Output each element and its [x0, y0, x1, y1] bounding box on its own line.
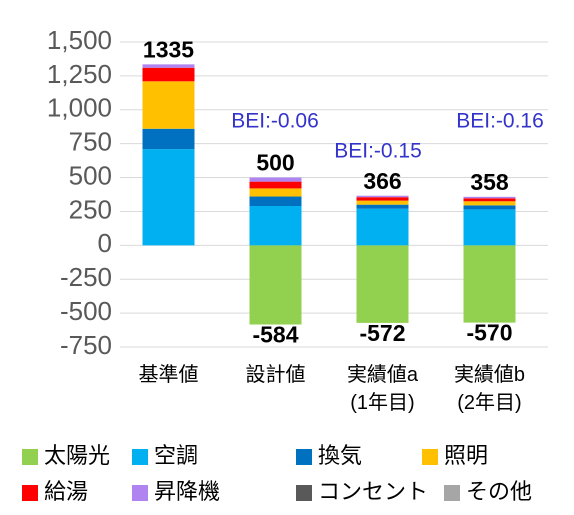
total-label: 1335	[143, 36, 194, 62]
bar-segment	[356, 197, 409, 201]
total-label: 358	[470, 169, 509, 195]
legend-swatch	[296, 485, 312, 501]
bar-segment	[142, 149, 195, 246]
bar-segment	[142, 64, 195, 68]
legend-label: 昇降機	[154, 479, 220, 504]
bar-segment	[249, 206, 302, 246]
legend-label: 照明	[444, 443, 488, 468]
legend-swatch	[444, 485, 460, 501]
legend-swatch	[22, 449, 38, 465]
legend-swatch	[132, 449, 148, 465]
bar-segment	[142, 128, 195, 150]
bar-segment	[249, 188, 302, 197]
total-label: 500	[256, 150, 294, 176]
legend-label: コンセント	[318, 479, 428, 504]
x-tick-label: 基準値	[139, 363, 199, 386]
y-tick-label: -500	[60, 296, 112, 326]
bar-segment	[463, 196, 516, 199]
x-tick-label: 設計値	[246, 363, 306, 386]
y-tick-label: -750	[60, 330, 112, 360]
bar-segment	[356, 208, 409, 246]
legend-swatch	[22, 485, 38, 501]
bar-segment	[249, 181, 302, 189]
bar-segment	[463, 245, 516, 323]
x-tick-label: 実績値b (2年目)	[454, 363, 525, 414]
bar-segment	[356, 195, 409, 198]
legend-label: その他	[466, 479, 532, 504]
y-tick-label: 500	[69, 160, 112, 190]
y-tick-label: -250	[60, 262, 112, 292]
y-tick-label: 0	[98, 228, 112, 258]
legend-swatch	[132, 485, 148, 501]
y-tick-label: 750	[69, 127, 112, 157]
y-tick-label: 1,500	[47, 25, 112, 55]
annotation: BEI:-0.16	[456, 110, 544, 133]
legend-label: 換気	[318, 443, 362, 468]
bar-segment	[142, 67, 195, 82]
annotation: BEI:-0.06	[231, 110, 319, 133]
annotation: BEI:-0.15	[334, 140, 422, 163]
bar-segment	[356, 204, 409, 209]
bar-segment	[356, 200, 409, 205]
y-tick-label: 1,000	[47, 93, 112, 123]
legend-label: 給湯	[44, 479, 88, 504]
y-tick-label: 1,250	[47, 59, 112, 89]
bar-segment	[356, 245, 409, 323]
bar-segment	[463, 209, 516, 246]
bar-segment	[249, 177, 302, 182]
total-label: 366	[363, 168, 401, 194]
data-label: -584	[252, 322, 298, 348]
bar-segment	[249, 196, 302, 207]
bar-segment	[463, 201, 516, 206]
data-label: -572	[359, 320, 405, 346]
x-tick-label: 実績値a (1年目)	[347, 363, 419, 414]
bar-segment	[463, 205, 516, 210]
bar-segment	[463, 198, 516, 202]
bar-segment	[142, 81, 195, 129]
legend-swatch	[296, 449, 312, 465]
y-tick-label: 250	[69, 194, 112, 224]
legend-swatch	[422, 449, 438, 465]
legend-label: 太陽光	[44, 443, 110, 468]
legend-label: 空調	[154, 443, 198, 468]
data-label: -570	[466, 320, 512, 346]
bar-segment	[249, 245, 302, 325]
